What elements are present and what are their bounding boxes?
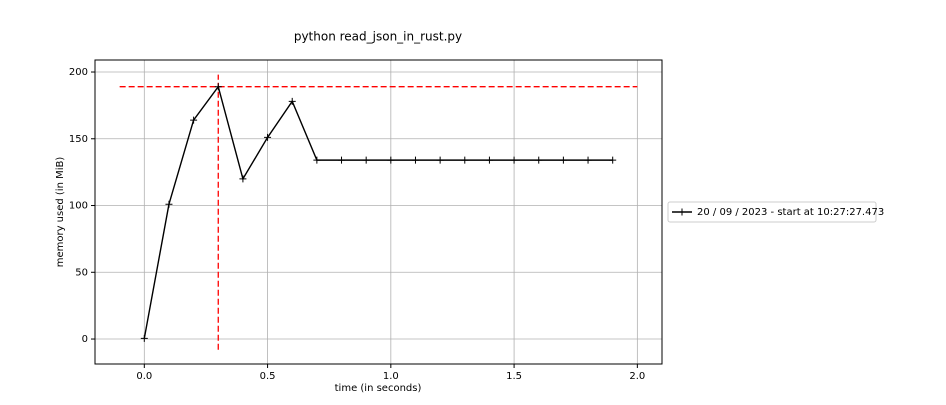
x-axis-label: time (in seconds) — [335, 383, 422, 394]
point-marker — [214, 83, 222, 91]
point-marker — [584, 156, 592, 164]
y-tick-label: 100 — [69, 201, 88, 212]
x-tick-label: 0.5 — [260, 371, 276, 382]
legend-marker — [678, 208, 686, 216]
x-tick-label: 2.0 — [629, 371, 645, 382]
y-tick-label: 50 — [75, 267, 88, 278]
y-axis-label: memory used (in MiB) — [55, 157, 66, 268]
plot-frame — [94, 59, 663, 365]
point-marker — [461, 156, 469, 164]
y-tick-label: 200 — [69, 67, 88, 78]
legend-label: 20 / 09 / 2023 - start at 10:27:27.473 — [697, 207, 884, 218]
point-marker — [313, 156, 321, 164]
point-marker — [288, 97, 296, 105]
point-marker — [165, 200, 173, 208]
legend-box — [667, 201, 877, 223]
point-marker — [510, 156, 518, 164]
x-tick-label: 1.0 — [383, 371, 399, 382]
point-marker — [411, 156, 419, 164]
y-tick-label: 150 — [69, 134, 88, 145]
point-marker — [485, 156, 493, 164]
series-line — [143, 85, 613, 339]
point-marker — [387, 156, 395, 164]
point-marker — [535, 156, 543, 164]
point-marker — [436, 156, 444, 164]
point-marker — [140, 334, 148, 342]
point-marker — [338, 156, 346, 164]
point-marker — [190, 116, 198, 124]
point-marker — [559, 156, 567, 164]
point-marker — [609, 156, 617, 164]
point-marker — [239, 175, 247, 183]
x-tick-label: 1.5 — [506, 371, 522, 382]
point-marker — [264, 133, 272, 141]
y-tick-label: 0 — [82, 334, 88, 345]
chart-title: python read_json_in_rust.py — [294, 30, 462, 44]
x-tick-label: 0.0 — [136, 371, 152, 382]
point-marker — [362, 156, 370, 164]
